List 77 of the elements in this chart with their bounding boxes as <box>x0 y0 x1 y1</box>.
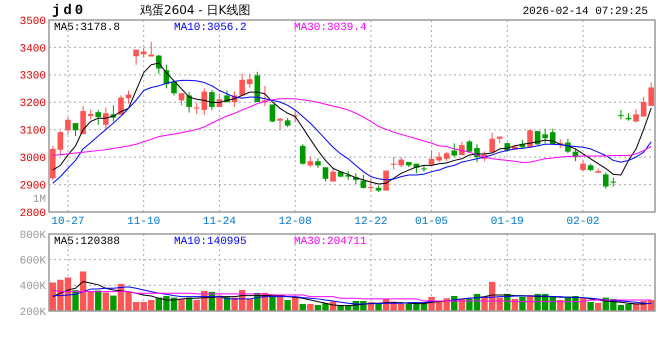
candlestick <box>246 73 253 88</box>
candlestick <box>186 92 192 113</box>
x-tick-label: 11-24 <box>202 216 236 228</box>
candlestick <box>277 118 283 130</box>
chart-subtitle: jd0 <box>52 3 86 19</box>
candlestick <box>239 73 245 96</box>
candlestick <box>368 178 374 192</box>
candlestick <box>72 122 78 137</box>
candlestick <box>444 152 450 162</box>
y-tick-label: 400K <box>20 281 46 294</box>
candlestick <box>640 96 646 118</box>
y-tick-label: 3100 <box>20 126 46 138</box>
candlestick <box>648 82 654 106</box>
candlestick <box>308 156 314 168</box>
candlestick <box>178 92 184 106</box>
text: MA10:3056.2 <box>174 22 247 34</box>
text: MA5:3178.8 <box>54 22 120 34</box>
candlestick <box>436 152 442 163</box>
candlestick <box>428 150 434 166</box>
x-tick-label: 02-02 <box>566 216 600 228</box>
line-series <box>52 286 652 304</box>
x-tick-label: 11-10 <box>127 216 160 228</box>
text: 1M <box>32 194 46 206</box>
candlestick <box>330 167 336 182</box>
x-tick-label: 12-08 <box>278 216 312 228</box>
candlestick <box>550 128 556 146</box>
candlestick <box>618 109 624 120</box>
y-tick-label: 3000 <box>20 152 46 165</box>
line-series <box>52 289 652 302</box>
y-tick-label: 600K <box>20 256 46 268</box>
candlestick <box>65 116 71 135</box>
text: MA30:3039.4 <box>294 22 368 34</box>
x-tick-label: 12-22 <box>354 216 388 228</box>
candlestick <box>194 102 200 115</box>
candlestick <box>534 130 540 146</box>
candlestick <box>489 132 495 153</box>
candlestick <box>360 174 366 190</box>
x-tick-label: 01-19 <box>490 216 524 228</box>
text: MA10:140995 <box>174 236 247 248</box>
candlestick <box>542 128 548 144</box>
y-tick-label: 200K <box>20 306 46 319</box>
candlestick <box>58 130 64 156</box>
candlestick <box>95 109 102 126</box>
candlestick <box>527 128 533 149</box>
text: 2026-02-14 07:29:25 <box>522 6 648 18</box>
candlestick <box>209 89 215 110</box>
candlestick <box>133 49 139 66</box>
candlestick <box>633 108 639 123</box>
candlestick <box>80 106 86 135</box>
x-tick-label: 10-27 <box>51 216 84 228</box>
candlestick <box>103 106 109 130</box>
text: MA30:204711 <box>294 236 368 248</box>
candlestick <box>602 172 609 190</box>
candlestick <box>300 144 306 166</box>
text: MA5:120388 <box>54 236 120 248</box>
candlestick <box>88 108 94 120</box>
y-tick-label: 2900 <box>20 180 46 192</box>
candlestick <box>398 156 404 168</box>
candlestick <box>451 142 458 158</box>
y-tick-label: 3200 <box>20 98 46 110</box>
candlestick <box>315 158 321 168</box>
y-tick-label: 3400 <box>20 43 46 56</box>
candlestick <box>580 159 586 172</box>
chart-title: 鸡蛋2604 - 日K线图 <box>139 3 250 17</box>
candlestick <box>610 177 616 187</box>
candlestick <box>140 47 146 58</box>
y-tick-label: 2800 <box>20 208 46 220</box>
y-tick-label: 3300 <box>20 70 46 83</box>
candlestick <box>148 41 154 57</box>
y-tick-label: 800K <box>20 230 46 242</box>
y-tick-label: 3500 <box>20 16 46 28</box>
candlestick <box>390 156 396 170</box>
candlestick <box>270 104 276 123</box>
candlestick <box>466 140 472 153</box>
candlestick <box>322 166 328 182</box>
x-tick-label: 01-05 <box>415 216 448 228</box>
candlestick <box>201 88 208 116</box>
